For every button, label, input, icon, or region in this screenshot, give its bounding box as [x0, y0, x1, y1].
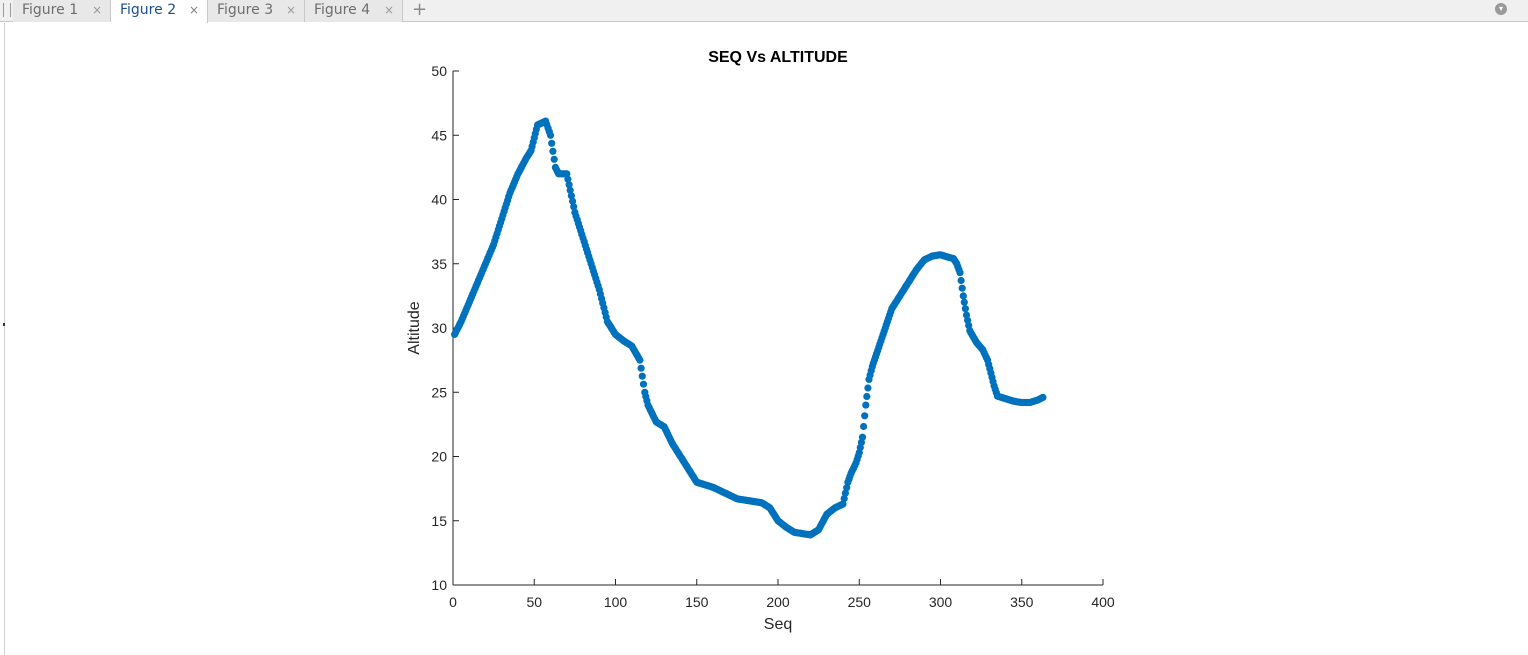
x-axis-label: Seq	[764, 616, 792, 633]
circle-menu-icon[interactable]: ▾	[1495, 3, 1507, 15]
x-tick-label: 50	[526, 594, 542, 610]
data-point	[563, 170, 571, 178]
tab-label: Figure 4	[314, 2, 371, 18]
splitter-handle[interactable]	[3, 323, 5, 326]
x-tick-label: 400	[1091, 594, 1115, 610]
figure-tab-bar: Figure 1 × Figure 2 × Figure 3 × Figure …	[0, 0, 1528, 23]
data-point	[858, 433, 867, 441]
data-point	[549, 147, 557, 155]
data-point	[546, 131, 555, 139]
y-tick-label: 35	[431, 256, 447, 272]
plus-icon[interactable]: +	[412, 0, 428, 20]
data-point	[960, 298, 968, 306]
data-points	[451, 117, 1047, 539]
data-point	[841, 489, 850, 497]
data-point	[862, 401, 870, 409]
y-tick-label: 45	[431, 127, 447, 143]
y-tick-label: 10	[431, 577, 447, 593]
y-tick-label: 40	[431, 192, 447, 208]
data-point	[570, 203, 578, 211]
data-point	[550, 155, 558, 163]
tab-label: Figure 1	[22, 2, 79, 18]
data-point	[863, 392, 871, 401]
x-tick-label: 350	[1010, 594, 1034, 610]
close-icon[interactable]: ×	[188, 3, 199, 17]
data-point	[956, 269, 964, 277]
tab-figure-1[interactable]: Figure 1 ×	[13, 0, 111, 22]
y-tick-label: 15	[431, 513, 447, 529]
x-tick-label: 300	[929, 594, 953, 610]
tab-label: Figure 2	[120, 2, 177, 18]
data-point	[639, 380, 648, 388]
y-tick-label: 20	[431, 449, 447, 465]
data-point	[864, 384, 872, 392]
x-tick-label: 100	[604, 594, 628, 610]
y-tick-label: 25	[431, 384, 447, 400]
data-point	[843, 484, 851, 492]
data-point	[564, 175, 572, 183]
data-point	[566, 186, 574, 194]
data-point	[958, 284, 966, 292]
data-point	[565, 181, 573, 189]
data-point	[636, 356, 644, 364]
axes: 0 50 100 150 200 250 300 350 400 10 15 20 25 30 35 40 45…	[431, 63, 1114, 610]
data-point	[961, 305, 970, 313]
data-point	[548, 139, 556, 147]
x-tick-label: 150	[685, 594, 709, 610]
data-point	[861, 412, 869, 420]
data-point	[567, 192, 576, 200]
y-tick-label: 50	[431, 63, 447, 79]
chart-title: SEQ Vs ALTITUDE	[708, 49, 848, 66]
data-point	[839, 500, 847, 508]
data-point	[637, 364, 645, 372]
tab-figure-2[interactable]: Figure 2 ×	[111, 0, 208, 23]
data-point	[638, 372, 646, 380]
x-tick-label: 250	[848, 594, 872, 610]
data-point	[1039, 393, 1047, 401]
y-tick-label: 30	[431, 320, 447, 336]
close-icon[interactable]: ×	[91, 3, 102, 17]
data-point	[957, 276, 965, 285]
y-axis-label: Altitude	[406, 301, 423, 354]
data-point	[959, 292, 967, 300]
tab-label: Figure 3	[217, 2, 274, 18]
data-point	[840, 495, 848, 503]
tab-bar-grip-icon[interactable]	[3, 3, 11, 17]
close-icon[interactable]: ×	[383, 3, 394, 17]
tab-figure-4[interactable]: Figure 4 ×	[305, 0, 403, 22]
data-point	[860, 422, 868, 431]
x-tick-label: 200	[766, 594, 790, 610]
tab-figure-3[interactable]: Figure 3 ×	[208, 0, 305, 22]
data-point	[569, 197, 577, 205]
figure-canvas	[4, 23, 1528, 655]
x-tick-label: 0	[449, 594, 457, 610]
close-icon[interactable]: ×	[285, 3, 296, 17]
